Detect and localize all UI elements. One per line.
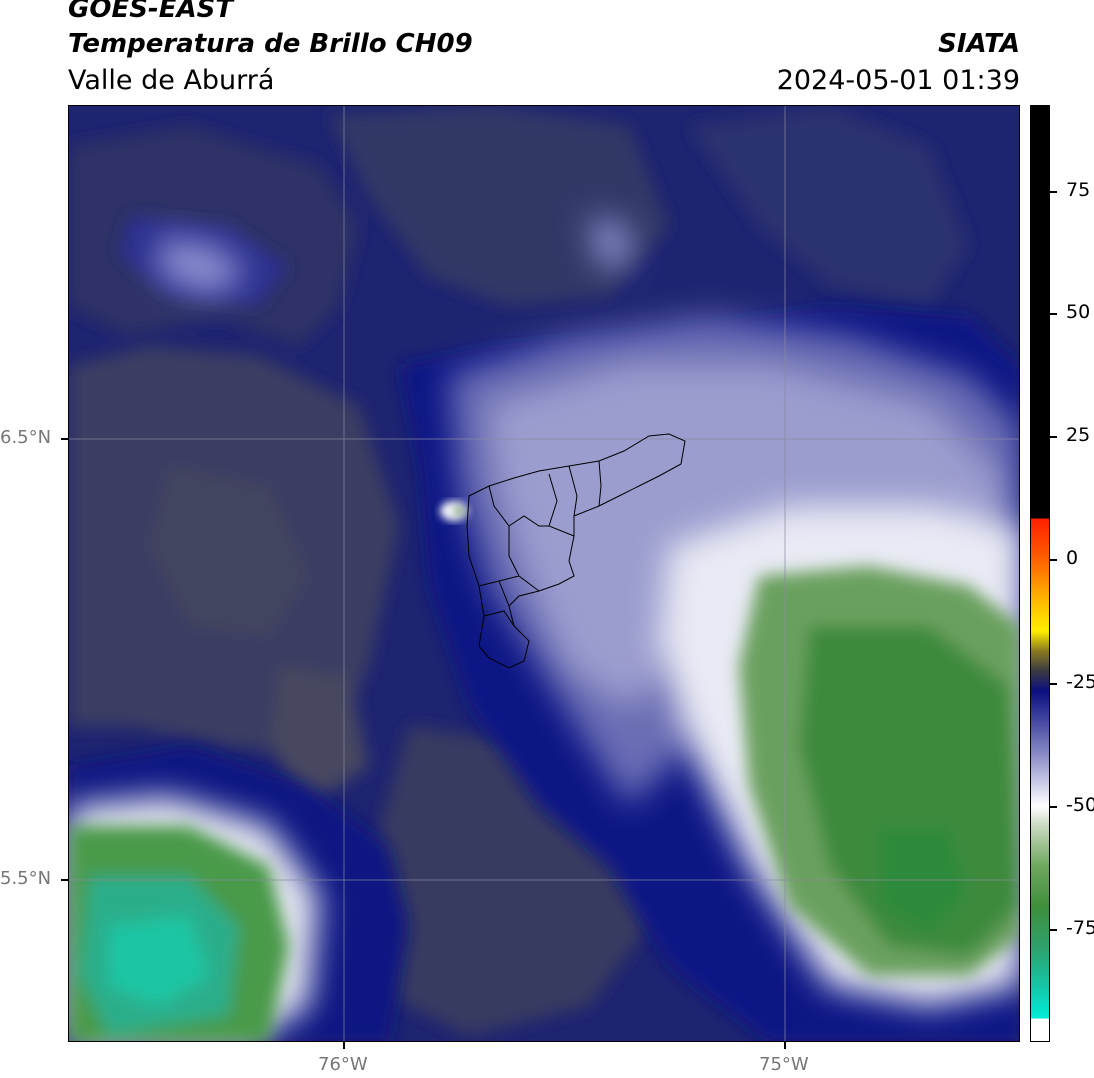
lat-tick-6-5n xyxy=(61,438,68,440)
colorbar-tick-75 xyxy=(1050,191,1057,193)
colorbar-tick-50 xyxy=(1050,313,1057,315)
colorbar-tick-minus75 xyxy=(1050,929,1057,931)
lon-label-76w: 76°W xyxy=(318,1054,368,1075)
colorbar-label-minus25: -25 xyxy=(1066,671,1094,693)
lon-label-75w: 75°W xyxy=(759,1054,809,1075)
colorbar-label-25: 25 xyxy=(1066,424,1091,446)
colorbar-tick-25 xyxy=(1050,436,1057,438)
colorbar-label-75: 75 xyxy=(1066,179,1091,201)
colorbar-label-50: 50 xyxy=(1066,301,1091,323)
small-cold-spot xyxy=(440,501,468,521)
municipality-boundaries xyxy=(466,433,686,669)
satellite-title: GOES-EAST xyxy=(68,0,234,24)
lon-tick-75w xyxy=(784,1042,786,1049)
gridlines xyxy=(69,106,1019,1041)
satellite-map xyxy=(68,105,1020,1042)
colorbar-gradient xyxy=(1031,106,1049,1041)
colorbar xyxy=(1030,105,1050,1042)
agency-label: SIATA xyxy=(938,29,1020,59)
lat-label-5-5n: 5.5°N xyxy=(0,868,52,889)
timestamp-label: 2024-05-01 01:39 xyxy=(776,65,1020,96)
colorbar-label-0: 0 xyxy=(1066,547,1079,569)
colorbar-tick-minus25 xyxy=(1050,683,1057,685)
colorbar-label-minus50: -50 xyxy=(1066,794,1094,816)
lat-tick-5-5n xyxy=(61,879,68,881)
colorbar-label-minus75: -75 xyxy=(1066,917,1094,939)
colorbar-tick-0 xyxy=(1050,559,1057,561)
region-subtitle: Valle de Aburrá xyxy=(68,65,275,96)
lon-tick-76w xyxy=(343,1042,345,1049)
overshooting-tops-green xyxy=(69,566,1019,1041)
colorbar-tick-minus50 xyxy=(1050,806,1057,808)
product-title: Temperatura de Brillo CH09 xyxy=(68,29,473,59)
lat-label-6-5n: 6.5°N xyxy=(0,427,52,448)
